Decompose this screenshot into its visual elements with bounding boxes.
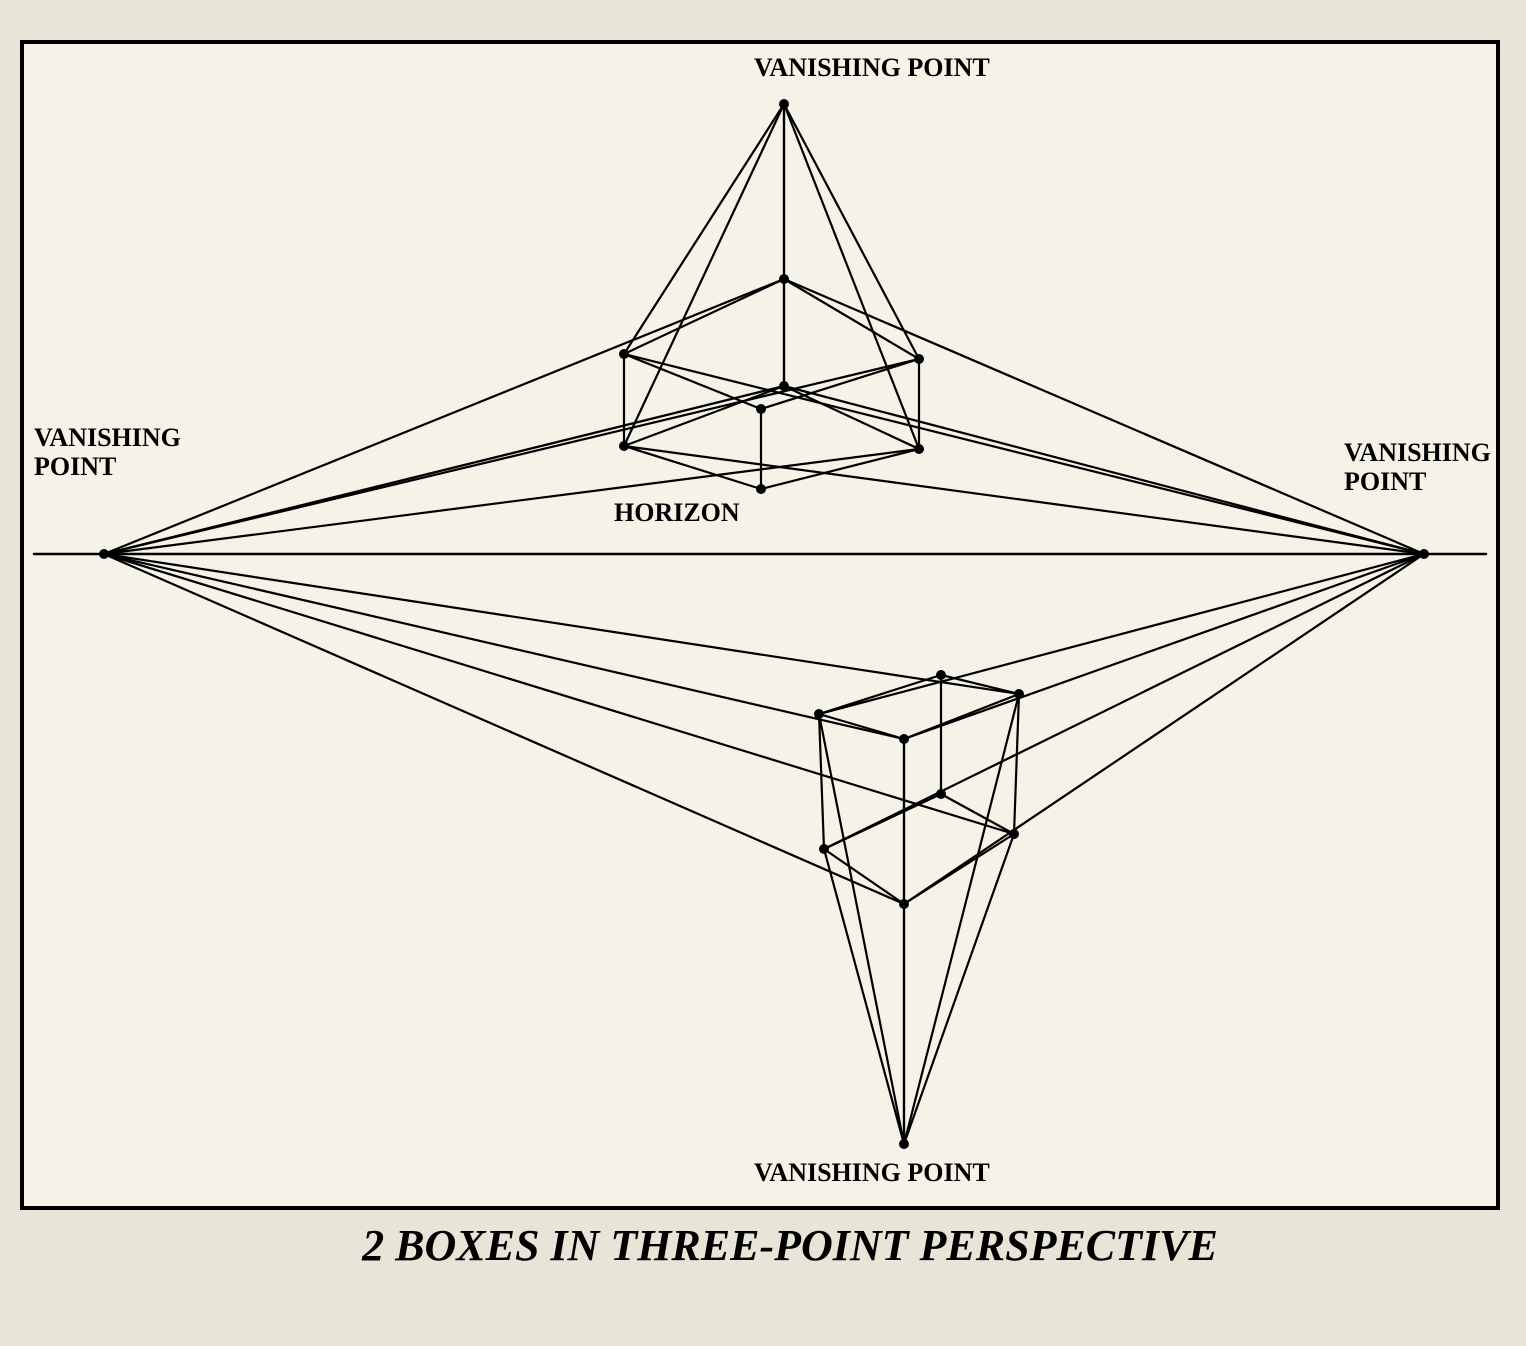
label-vp-left: VANISHING POINT bbox=[34, 424, 181, 481]
label-vp-top: VANISHING POINT bbox=[754, 54, 990, 83]
caption: 2 BOXES IN THREE-POINT PERSPECTIVE bbox=[20, 1220, 1500, 1271]
perspective-svg bbox=[24, 44, 1496, 1206]
label-vp-bottom: VANISHING POINT bbox=[754, 1159, 990, 1188]
label-horizon: HORIZON bbox=[614, 499, 740, 528]
diagram-frame: VANISHING POINT VANISHING POINT VANISHIN… bbox=[20, 40, 1500, 1210]
label-vp-right: VANISHING POINT bbox=[1344, 439, 1491, 496]
diagram-container: VANISHING POINT VANISHING POINT VANISHIN… bbox=[20, 40, 1500, 1300]
